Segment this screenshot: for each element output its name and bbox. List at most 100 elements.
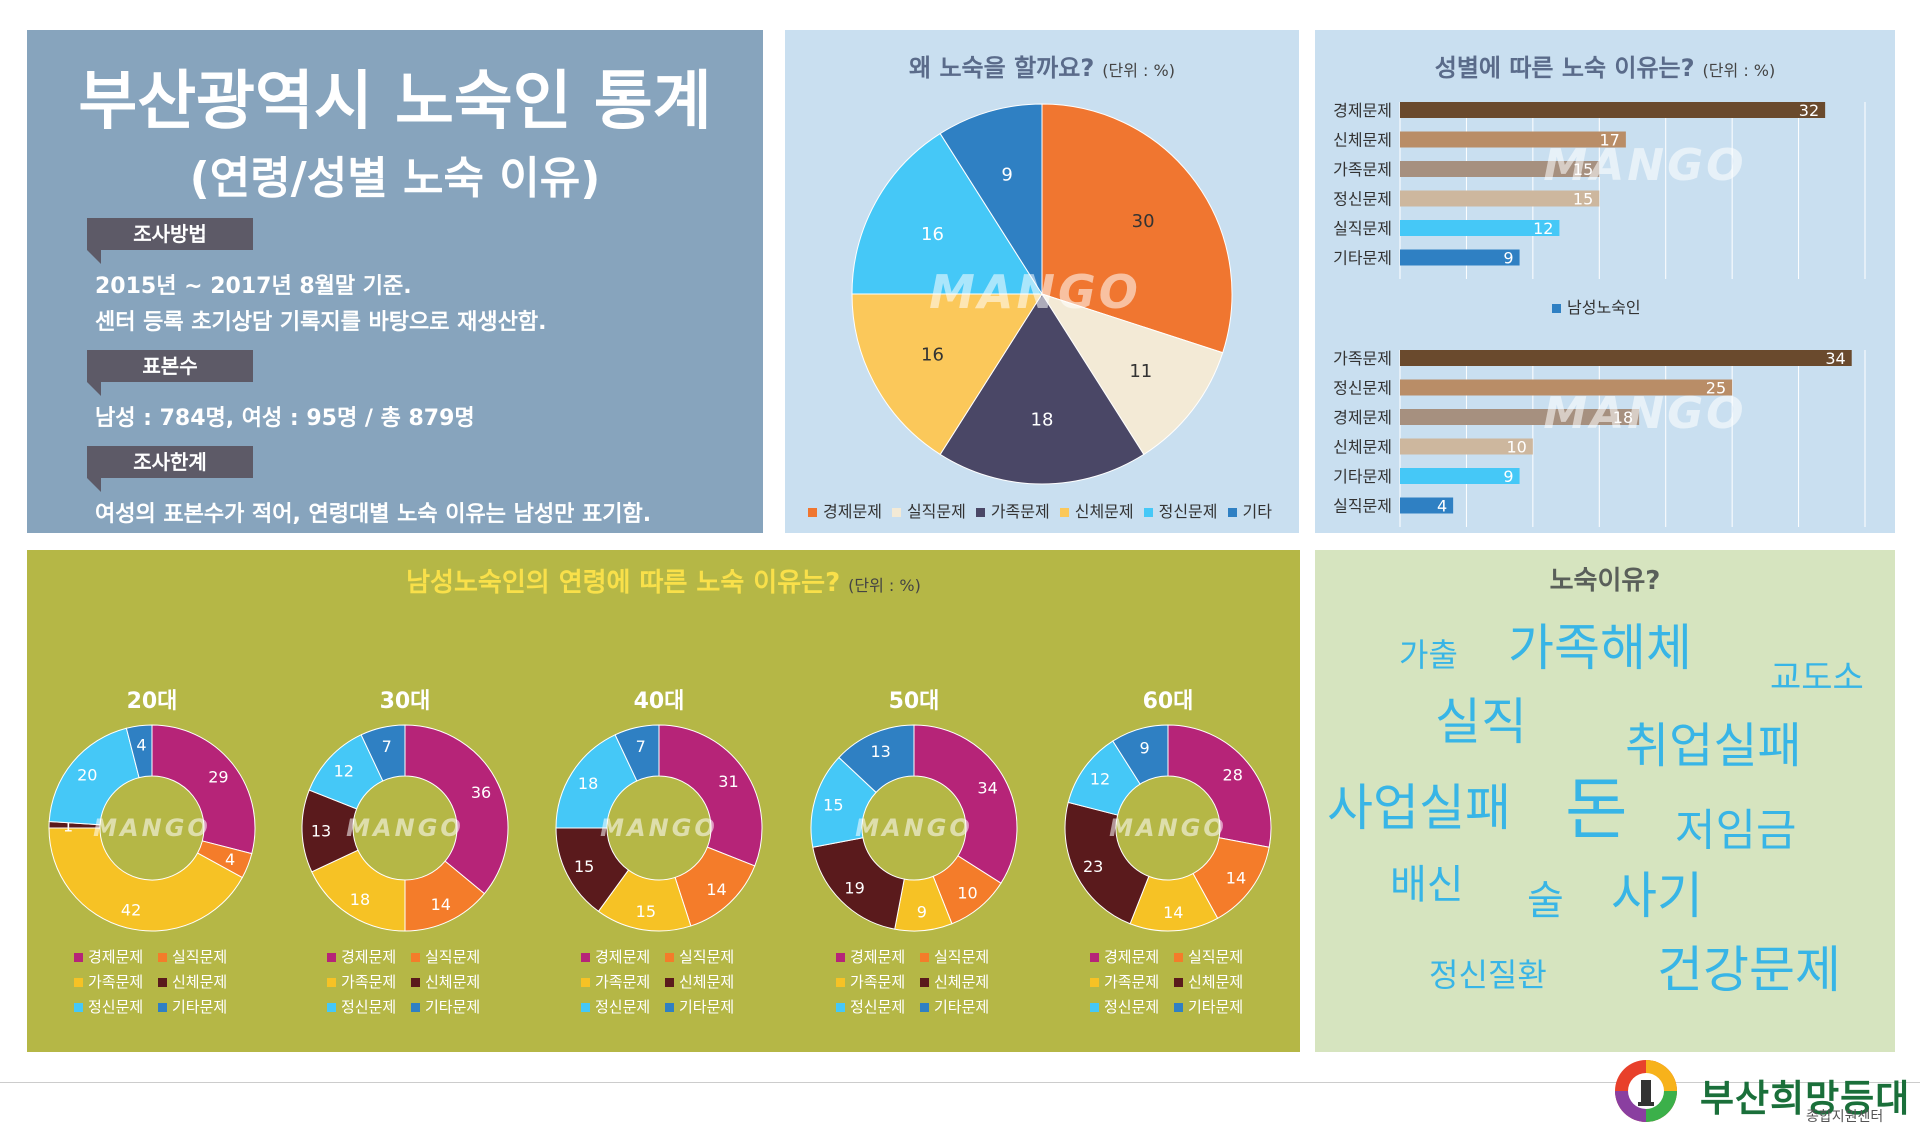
sample-line: 남성 : 784명, 여성 : 95명 / 총 879명 (95, 406, 475, 431)
donut-2-legend-swatch-2 (581, 978, 590, 987)
overall-pie-slice-5 (939, 103, 1043, 296)
gender-title-text: 성별에 따른 노숙 이유는? (1434, 54, 1695, 82)
gender-cat-0-3: 정신문제 (1333, 190, 1392, 209)
donut-0-legend-label-4: 정신문제 (88, 998, 143, 1016)
donut-0-slice-4 (48, 727, 140, 826)
overall-pie-slice-4 (851, 132, 1043, 295)
donut-4-legend-swatch-0 (1090, 953, 1099, 962)
gender-value-0-5: 9 (1503, 249, 1513, 268)
donut-4-legend-label-3: 신체문제 (1188, 973, 1243, 991)
gender-value-0-4: 12 (1533, 219, 1553, 238)
donut-4-label-3: 23 (1083, 857, 1103, 876)
donut-0-legend-swatch-2 (74, 978, 83, 987)
pie-legend-swatch-0 (808, 508, 818, 517)
donut-2-legend-label-0: 경제문제 (595, 948, 650, 966)
gender-value-1-1: 25 (1706, 379, 1726, 398)
donut-1-legend-label-0: 경제문제 (341, 948, 396, 966)
gender-value-1-3: 10 (1506, 438, 1526, 457)
gender-title: 성별에 따른 노숙 이유는? (단위 : %) (1315, 48, 1895, 83)
donut-3-legend-swatch-4 (836, 1003, 845, 1012)
pie-legend-swatch-4 (1143, 508, 1153, 517)
pie-legend-item-2: 가족문제 (975, 498, 1050, 522)
overall-pie-chart: 30 11 18 16 16 9 MANGO (851, 103, 1233, 485)
gender-watermark-0: MANGO (1543, 140, 1746, 191)
donut-2-legend-label-1: 실직문제 (679, 948, 734, 966)
gender-value-1-4: 9 (1503, 467, 1513, 486)
donut-3-legend-label-3: 신체문제 (934, 973, 989, 991)
donut-2-label-5: 7 (636, 737, 646, 756)
pie-legend-label-5: 기타 (1242, 502, 1272, 521)
word-job-failure: 취업실패 (1625, 718, 1802, 774)
donut-2-legend-swatch-5 (665, 1003, 674, 1012)
gender-legend-swatch-0 (1552, 304, 1561, 313)
gender-unit: (단위 : %) (1702, 61, 1776, 80)
donut-1-legend-swatch-0 (327, 953, 336, 962)
gender-value-0-2: 15 (1573, 160, 1593, 179)
gender-bar-1-2 (1400, 409, 1640, 425)
donut-watermark-0: MANGO (93, 814, 211, 842)
gender-value-0-0: 32 (1799, 101, 1819, 120)
overall-pie-panel: 왜 노숙을 할까요? (단위 : %) 30 11 18 16 16 9 MANGO 경제문제… (785, 30, 1299, 533)
overall-pie-label-0: 30 (1132, 211, 1155, 232)
gender-bar-panel: 성별에 따른 노숙 이유는? (단위 : %) 경제문제 32 신체문제 17 가족문제 1… (1315, 30, 1895, 533)
gender-bar-0-4 (1400, 220, 1560, 236)
donut-watermark-1: MANGO (346, 814, 464, 842)
donut-1-legend-swatch-1 (411, 953, 420, 962)
donut-3-label-4: 15 (823, 796, 843, 815)
donut-title-0: 20대 (127, 689, 178, 714)
gender-bar-0-5 (1400, 249, 1520, 266)
donut-3-label-2: 9 (917, 903, 927, 922)
pie-legend-label-4: 정신문제 (1158, 502, 1218, 521)
donut-4-legend-swatch-1 (1174, 953, 1183, 962)
donut-3-label-3: 19 (844, 878, 864, 897)
donut-2-label-3: 15 (574, 857, 594, 876)
gender-bar-1-3 (1400, 438, 1533, 455)
page-subtitle: (연령/성별 노숙 이유) (189, 153, 601, 204)
gender-bar-0-0 (1400, 102, 1826, 118)
gender-cat-0-0: 경제문제 (1333, 101, 1392, 120)
donut-2-label-1: 14 (706, 880, 726, 899)
pie-legend-label-3: 신체문제 (1074, 502, 1134, 521)
donut-0-legend-swatch-3 (158, 978, 167, 987)
donut-4-legend-swatch-5 (1174, 1003, 1183, 1012)
limit-line: 여성의 표본수가 적어, 연령대별 노숙 이유는 남성만 표기함. (95, 502, 652, 527)
word-business-failure: 사업실패 (1327, 779, 1511, 837)
word-alcohol: 술 (1527, 878, 1564, 924)
donut-0-legend-swatch-1 (158, 953, 167, 962)
donut-3-legend-label-0: 경제문제 (850, 948, 905, 966)
donut-2-label-0: 31 (718, 772, 738, 791)
donut-title-3: 50대 (889, 689, 940, 714)
donut-2-legend-swatch-1 (665, 953, 674, 962)
gender-cat-0-1: 신체문제 (1333, 131, 1392, 150)
donut-3-legend-label-4: 정신문제 (850, 998, 905, 1016)
pie-legend-swatch-1 (891, 508, 901, 517)
donut-2-legend-swatch-4 (581, 1003, 590, 1012)
donut-4-label-2: 14 (1163, 903, 1183, 922)
word-cloud-panel: 노숙이유? 가출 가족해체 교도소 실직 취업실패 사업실패 돈 저임금 배신 … (1315, 550, 1895, 1052)
gender-value-1-0: 34 (1825, 349, 1845, 368)
donut-3-legend-label-5: 기타문제 (934, 998, 989, 1016)
donut-4-label-4: 12 (1090, 770, 1110, 789)
donut-1-label-0: 36 (471, 783, 491, 802)
donut-3-slice-5 (838, 724, 915, 794)
pie-legend-item-1: 실직문제 (891, 498, 966, 522)
section-tag-limit: 조사한계 (87, 446, 253, 492)
donut-title-2: 40대 (634, 689, 685, 714)
gender-bar-1-1 (1400, 379, 1733, 396)
donut-4-label-1: 14 (1226, 868, 1246, 887)
donut-1-label-4: 12 (334, 761, 354, 780)
overall-pie-label-5: 9 (1001, 164, 1012, 185)
donut-1-legend-label-5: 기타문제 (425, 998, 480, 1016)
donut-2-legend-label-4: 정신문제 (595, 998, 650, 1016)
gender-watermark-1: MANGO (1543, 388, 1746, 439)
pie-title-text: 왜 노숙을 할까요? (909, 54, 1095, 82)
donut-2-slice-0 (658, 724, 763, 867)
donut-2-legend-label-3: 신체문제 (679, 973, 734, 991)
donut-3-label-1: 10 (957, 884, 977, 903)
donut-1-legend-label-2: 가족문제 (341, 973, 396, 991)
overall-pie-slice-0 (1041, 103, 1233, 354)
donut-2-legend-label-2: 가족문제 (595, 973, 650, 991)
logo-subtitle: 종합지원센터 (1806, 1109, 1884, 1125)
donut-4-legend-label-5: 기타문제 (1188, 998, 1243, 1016)
